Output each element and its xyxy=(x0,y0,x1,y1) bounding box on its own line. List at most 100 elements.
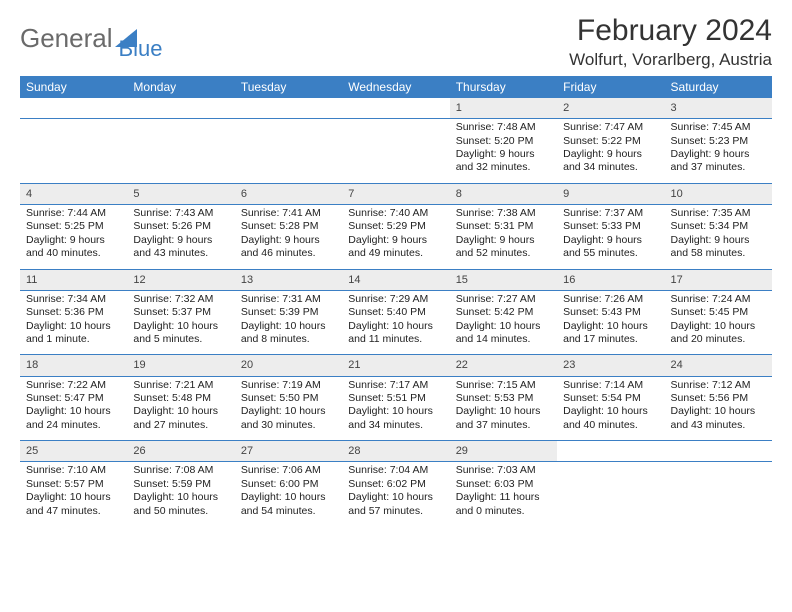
day-details: Sunrise: 7:35 AMSunset: 5:34 PMDaylight:… xyxy=(665,205,772,269)
sunrise-text: Sunrise: 7:43 AM xyxy=(133,207,228,220)
sunrise-text: Sunrise: 7:04 AM xyxy=(348,464,443,477)
sunrise-text: Sunrise: 7:08 AM xyxy=(133,464,228,477)
day-number: 17 xyxy=(665,270,772,290)
daylight-text: Daylight: 9 hours and 46 minutes. xyxy=(241,234,336,261)
day-details: Sunrise: 7:06 AMSunset: 6:00 PMDaylight:… xyxy=(235,462,342,526)
day-cell-details: Sunrise: 7:47 AMSunset: 5:22 PMDaylight:… xyxy=(557,119,664,184)
sunset-text: Sunset: 5:23 PM xyxy=(671,135,766,148)
details-row: Sunrise: 7:22 AMSunset: 5:47 PMDaylight:… xyxy=(20,376,772,441)
sunset-text: Sunset: 5:39 PM xyxy=(241,306,336,319)
day-number: 8 xyxy=(450,184,557,204)
daylight-text: Daylight: 10 hours and 1 minute. xyxy=(26,320,121,347)
day-cell-details: Sunrise: 7:27 AMSunset: 5:42 PMDaylight:… xyxy=(450,290,557,355)
day-number: 27 xyxy=(235,441,342,461)
day-details: Sunrise: 7:37 AMSunset: 5:33 PMDaylight:… xyxy=(557,205,664,269)
daylight-text: Daylight: 10 hours and 5 minutes. xyxy=(133,320,228,347)
day-number: 2 xyxy=(557,98,664,118)
day-cell-number: 29 xyxy=(450,441,557,462)
day-cell-details: Sunrise: 7:21 AMSunset: 5:48 PMDaylight:… xyxy=(127,376,234,441)
day-number: 7 xyxy=(342,184,449,204)
day-cell-number: 15 xyxy=(450,269,557,290)
sunrise-text: Sunrise: 7:37 AM xyxy=(563,207,658,220)
day-number: 16 xyxy=(557,270,664,290)
day-cell-details: Sunrise: 7:34 AMSunset: 5:36 PMDaylight:… xyxy=(20,290,127,355)
sunset-text: Sunset: 5:33 PM xyxy=(563,220,658,233)
daynum-row: 2526272829 xyxy=(20,441,772,462)
day-cell-details: Sunrise: 7:24 AMSunset: 5:45 PMDaylight:… xyxy=(665,290,772,355)
day-number: 5 xyxy=(127,184,234,204)
day-cell-number: 3 xyxy=(665,98,772,119)
day-details: Sunrise: 7:14 AMSunset: 5:54 PMDaylight:… xyxy=(557,377,664,441)
day-cell-details: Sunrise: 7:26 AMSunset: 5:43 PMDaylight:… xyxy=(557,290,664,355)
sunset-text: Sunset: 5:25 PM xyxy=(26,220,121,233)
daylight-text: Daylight: 10 hours and 24 minutes. xyxy=(26,405,121,432)
daylight-text: Daylight: 9 hours and 37 minutes. xyxy=(671,148,766,175)
day-cell-number: 1 xyxy=(450,98,557,119)
daylight-text: Daylight: 9 hours and 55 minutes. xyxy=(563,234,658,261)
sunset-text: Sunset: 5:59 PM xyxy=(133,478,228,491)
day-cell-number: 16 xyxy=(557,269,664,290)
day-cell-number: 5 xyxy=(127,183,234,204)
day-details: Sunrise: 7:03 AMSunset: 6:03 PMDaylight:… xyxy=(450,462,557,526)
day-cell-number xyxy=(342,98,449,119)
day-cell-number: 13 xyxy=(235,269,342,290)
daylight-text: Daylight: 9 hours and 49 minutes. xyxy=(348,234,443,261)
day-details: Sunrise: 7:27 AMSunset: 5:42 PMDaylight:… xyxy=(450,291,557,355)
day-cell-details: Sunrise: 7:31 AMSunset: 5:39 PMDaylight:… xyxy=(235,290,342,355)
logo-word1: General xyxy=(20,23,113,54)
day-cell-details: Sunrise: 7:17 AMSunset: 5:51 PMDaylight:… xyxy=(342,376,449,441)
day-details: Sunrise: 7:45 AMSunset: 5:23 PMDaylight:… xyxy=(665,119,772,183)
day-number: 29 xyxy=(450,441,557,461)
day-details: Sunrise: 7:48 AMSunset: 5:20 PMDaylight:… xyxy=(450,119,557,183)
weekday-header: Monday xyxy=(127,76,234,98)
sunrise-text: Sunrise: 7:26 AM xyxy=(563,293,658,306)
day-details: Sunrise: 7:12 AMSunset: 5:56 PMDaylight:… xyxy=(665,377,772,441)
day-cell-number: 24 xyxy=(665,355,772,376)
sunrise-text: Sunrise: 7:17 AM xyxy=(348,379,443,392)
day-number: 1 xyxy=(450,98,557,118)
day-cell-number: 28 xyxy=(342,441,449,462)
day-cell-number: 23 xyxy=(557,355,664,376)
day-number: 25 xyxy=(20,441,127,461)
day-cell-details: Sunrise: 7:29 AMSunset: 5:40 PMDaylight:… xyxy=(342,290,449,355)
daylight-text: Daylight: 9 hours and 32 minutes. xyxy=(456,148,551,175)
day-cell-details xyxy=(127,119,234,184)
sunset-text: Sunset: 5:37 PM xyxy=(133,306,228,319)
logo: General Blue xyxy=(20,14,163,62)
day-cell-number: 17 xyxy=(665,269,772,290)
details-row: Sunrise: 7:34 AMSunset: 5:36 PMDaylight:… xyxy=(20,290,772,355)
day-number: 9 xyxy=(557,184,664,204)
day-number: 18 xyxy=(20,355,127,375)
day-details: Sunrise: 7:31 AMSunset: 5:39 PMDaylight:… xyxy=(235,291,342,355)
weekday-header: Friday xyxy=(557,76,664,98)
daylight-text: Daylight: 10 hours and 54 minutes. xyxy=(241,491,336,518)
day-cell-number: 9 xyxy=(557,183,664,204)
day-number: 10 xyxy=(665,184,772,204)
daylight-text: Daylight: 10 hours and 30 minutes. xyxy=(241,405,336,432)
sunset-text: Sunset: 6:00 PM xyxy=(241,478,336,491)
day-cell-number: 26 xyxy=(127,441,234,462)
daylight-text: Daylight: 10 hours and 11 minutes. xyxy=(348,320,443,347)
day-cell-details: Sunrise: 7:14 AMSunset: 5:54 PMDaylight:… xyxy=(557,376,664,441)
calendar-table: Sunday Monday Tuesday Wednesday Thursday… xyxy=(20,76,772,526)
day-cell-details: Sunrise: 7:22 AMSunset: 5:47 PMDaylight:… xyxy=(20,376,127,441)
daylight-text: Daylight: 10 hours and 50 minutes. xyxy=(133,491,228,518)
daylight-text: Daylight: 10 hours and 57 minutes. xyxy=(348,491,443,518)
sunrise-text: Sunrise: 7:19 AM xyxy=(241,379,336,392)
sunrise-text: Sunrise: 7:41 AM xyxy=(241,207,336,220)
sunrise-text: Sunrise: 7:10 AM xyxy=(26,464,121,477)
day-cell-number: 21 xyxy=(342,355,449,376)
day-number: 21 xyxy=(342,355,449,375)
details-row: Sunrise: 7:48 AMSunset: 5:20 PMDaylight:… xyxy=(20,119,772,184)
sunset-text: Sunset: 5:51 PM xyxy=(348,392,443,405)
day-cell-number: 8 xyxy=(450,183,557,204)
day-number: 15 xyxy=(450,270,557,290)
sunrise-text: Sunrise: 7:47 AM xyxy=(563,121,658,134)
day-details: Sunrise: 7:10 AMSunset: 5:57 PMDaylight:… xyxy=(20,462,127,526)
sunset-text: Sunset: 5:36 PM xyxy=(26,306,121,319)
daylight-text: Daylight: 9 hours and 34 minutes. xyxy=(563,148,658,175)
sunset-text: Sunset: 5:22 PM xyxy=(563,135,658,148)
day-number: 4 xyxy=(20,184,127,204)
sunset-text: Sunset: 5:34 PM xyxy=(671,220,766,233)
sunset-text: Sunset: 5:42 PM xyxy=(456,306,551,319)
